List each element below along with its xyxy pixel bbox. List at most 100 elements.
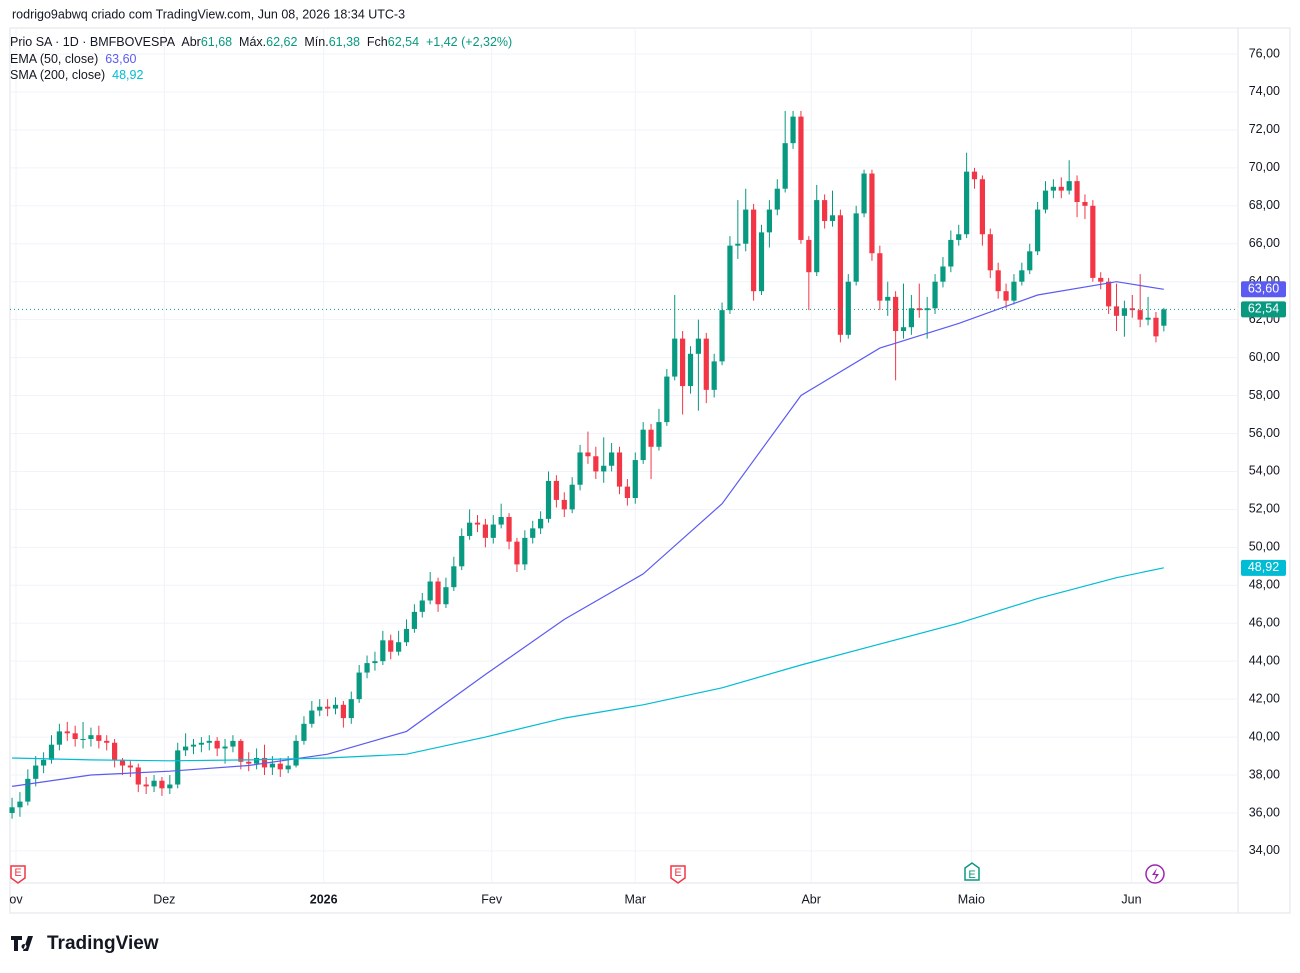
candle-body xyxy=(396,642,402,652)
candle-body xyxy=(1003,291,1009,301)
candle-body xyxy=(1050,186,1056,191)
candle-body xyxy=(758,232,765,292)
candle-body xyxy=(514,541,520,565)
candle-body xyxy=(388,640,394,652)
y-tick-label: 40,00 xyxy=(1249,729,1280,743)
y-tick-label: 48,00 xyxy=(1249,578,1280,592)
candle-body xyxy=(356,672,362,700)
candle-body xyxy=(900,327,907,332)
candle-body xyxy=(1066,181,1072,191)
price-badge-label: 48,92 xyxy=(1248,560,1279,574)
y-tick-label: 54,00 xyxy=(1249,464,1280,478)
price-badge-label: 62,54 xyxy=(1248,302,1279,316)
brand: TradingView xyxy=(47,933,159,954)
candle-body xyxy=(553,480,559,500)
candle-body xyxy=(301,723,307,741)
candle-body xyxy=(435,581,441,605)
candle-body xyxy=(1011,281,1017,301)
candle-body xyxy=(419,600,425,612)
y-tick-label: 36,00 xyxy=(1249,805,1280,819)
candle-body xyxy=(372,661,378,664)
candle-body xyxy=(877,253,883,301)
y-tick-label: 76,00 xyxy=(1249,46,1280,60)
candle-body xyxy=(656,422,662,447)
candle-body xyxy=(743,209,749,244)
candle-body xyxy=(609,452,615,466)
y-tick-label: 42,00 xyxy=(1249,691,1280,705)
candle-body xyxy=(427,581,433,601)
candle-body xyxy=(175,750,181,785)
candle-body xyxy=(1129,308,1135,311)
candle-body xyxy=(1019,270,1025,282)
candle-body xyxy=(206,740,212,743)
candle-body xyxy=(238,740,244,762)
y-tick-label: 52,00 xyxy=(1249,502,1280,516)
candle-body xyxy=(924,308,930,311)
lightning-icon xyxy=(1152,868,1159,881)
candle-body xyxy=(569,484,575,510)
candle-body xyxy=(159,780,165,789)
candle-body xyxy=(183,746,189,751)
legend-ema: EMA (50, close) 63,60 xyxy=(10,52,136,66)
x-tick-label: Abr xyxy=(801,892,820,906)
candle-body xyxy=(411,611,417,629)
candle-body xyxy=(1121,308,1127,316)
y-tick-label: 74,00 xyxy=(1249,84,1280,98)
x-tick-label: 2026 xyxy=(310,892,338,906)
candle-body xyxy=(585,452,591,457)
candle-body xyxy=(664,376,670,423)
indicator-name: SMA (200, close) xyxy=(10,68,106,82)
event-label: E xyxy=(14,867,21,879)
candle-body xyxy=(190,744,197,747)
candle-body xyxy=(885,296,891,301)
candle-body xyxy=(971,171,978,180)
candle-body xyxy=(774,188,780,210)
symbol: Prio SA · 1D · BMFBOVESPA xyxy=(10,35,176,49)
candle-body xyxy=(214,740,220,749)
x-tick-label: Dez xyxy=(153,892,175,906)
ohlc-value: 62,54 xyxy=(387,35,420,49)
candle-body xyxy=(908,308,914,328)
candle-body xyxy=(254,757,260,764)
y-tick-label: 50,00 xyxy=(1249,540,1280,554)
candle-body xyxy=(1090,205,1096,278)
credit: rodrigo9abwq criado com TradingView.com,… xyxy=(12,7,405,21)
candle-body xyxy=(632,460,638,499)
candle-body xyxy=(1074,181,1080,202)
ohlc-name: Abr xyxy=(181,35,201,49)
candle-body xyxy=(735,243,741,246)
candle-body xyxy=(601,465,607,472)
plot xyxy=(9,110,1238,819)
candle-body xyxy=(979,179,985,235)
y-tick-label: 68,00 xyxy=(1249,198,1280,212)
candle-body xyxy=(790,116,796,144)
candle-body xyxy=(577,452,583,485)
candle-body xyxy=(56,731,62,745)
candle-body xyxy=(964,171,970,235)
legend-main: Prio SA · 1D · BMFBOVESPA Abr61,68 Máx.6… xyxy=(10,35,512,49)
candle-body xyxy=(72,733,78,739)
ohlc-value: 61,38 xyxy=(328,35,360,49)
candle-body xyxy=(1137,310,1143,320)
candle-body xyxy=(1113,306,1120,316)
x-tick-label: Mar xyxy=(625,892,647,906)
candle-body xyxy=(277,763,283,770)
candle-body xyxy=(340,704,346,719)
candle-body xyxy=(348,699,354,719)
candle-body xyxy=(522,537,528,565)
candle-body xyxy=(198,742,204,745)
candle-body xyxy=(845,281,851,335)
candle-body xyxy=(624,486,630,499)
candle-body xyxy=(443,587,449,605)
candle-body xyxy=(467,522,473,536)
candle-body xyxy=(680,338,686,387)
candle-body xyxy=(561,499,567,510)
price-badge xyxy=(1241,559,1286,576)
candle-body xyxy=(403,628,410,643)
candle-body xyxy=(459,535,465,567)
legend-sma: SMA (200, close) 48,92 xyxy=(10,68,143,82)
y-tick-label: 56,00 xyxy=(1249,426,1280,440)
candle-body xyxy=(806,239,812,273)
ohlc-value: 62,62 xyxy=(266,35,298,49)
